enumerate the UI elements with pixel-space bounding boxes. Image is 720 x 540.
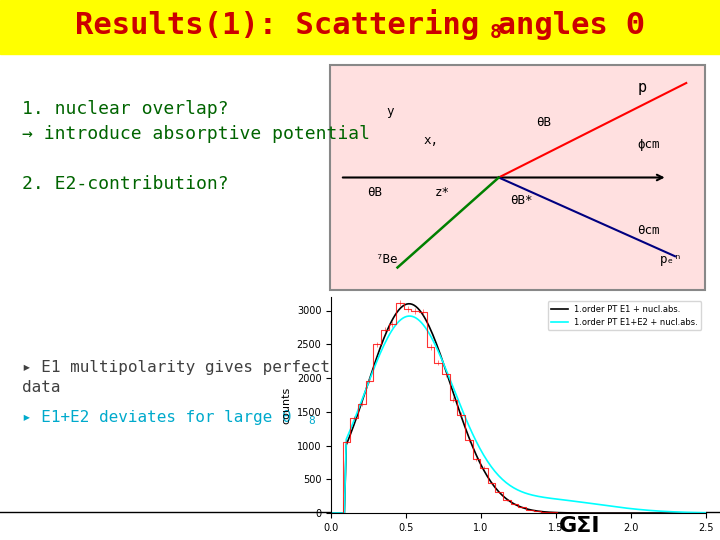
Text: y: y [386,105,394,118]
Text: 1. nuclear overlap?: 1. nuclear overlap? [22,100,229,118]
FancyBboxPatch shape [330,65,705,290]
Text: GΣI: GΣI [559,516,600,536]
Text: x,: x, [424,134,438,147]
Text: ⁷Be: ⁷Be [375,253,397,266]
Text: ϕcm: ϕcm [637,138,660,151]
Line: 1.order PT E1 + nucl.abs.: 1.order PT E1 + nucl.abs. [331,304,706,513]
Text: Results(1): Scattering angles Θ: Results(1): Scattering angles Θ [75,10,645,40]
Text: θB*: θB* [510,194,533,207]
X-axis label: $\theta_B$ (deg): $\theta_B$ (deg) [495,538,541,540]
Line: 1.order PT E1+E2 + nucl.abs.: 1.order PT E1+E2 + nucl.abs. [331,316,706,513]
Text: θB: θB [367,186,382,199]
1.order PT E1+E2 + nucl.abs. [701,509,710,516]
Text: → introduce absorptive potential: → introduce absorptive potential [22,125,370,143]
1.order PT E1+E2 + nucl.abs. [349,418,358,424]
Text: 2. E2-contribution?: 2. E2-contribution? [22,175,229,193]
1.order PT E1 + nucl.abs. [349,422,358,429]
Bar [0,0,720,54]
1.order PT E1+E2 + nucl.abs. [342,436,351,443]
Text: θB: θB [536,116,552,129]
Text: pₑⁿ: pₑⁿ [660,253,683,266]
1.order PT E1+E2 + nucl.abs. [684,509,693,516]
Text: θcm: θcm [637,224,660,237]
1.order PT E1+E2 + nucl.abs. [406,313,415,319]
1.order PT E1+E2 + nucl.abs. [327,510,336,516]
1.order PT E1+E2 + nucl.abs. [671,509,680,515]
1.order PT E1 + nucl.abs. [397,305,405,311]
Text: data: data [22,380,60,395]
1.order PT E1+E2 + nucl.abs. [428,337,437,343]
1.order PT E1 + nucl.abs. [684,510,693,516]
Text: ▸ E1+E2 deviates for large θ: ▸ E1+E2 deviates for large θ [22,410,292,425]
1.order PT E1 + nucl.abs. [327,510,336,516]
Text: p: p [637,80,647,95]
Y-axis label: counts: counts [282,387,291,423]
1.order PT E1 + nucl.abs. [342,442,351,448]
1.order PT E1 + nucl.abs. [701,510,710,516]
Text: 8: 8 [308,416,315,426]
Text: z*: z* [435,186,450,199]
1.order PT E1 + nucl.abs. [671,510,680,516]
Legend: 1.order PT E1 + nucl.abs., 1.order PT E1+E2 + nucl.abs.: 1.order PT E1 + nucl.abs., 1.order PT E1… [548,301,701,330]
1.order PT E1 + nucl.abs. [428,332,437,338]
Text: ▸ E1 multipolarity gives perfect fit to: ▸ E1 multipolarity gives perfect fit to [22,360,397,375]
1.order PT E1+E2 + nucl.abs. [397,316,405,323]
Text: 8: 8 [490,23,502,42]
1.order PT E1 + nucl.abs. [404,301,413,307]
